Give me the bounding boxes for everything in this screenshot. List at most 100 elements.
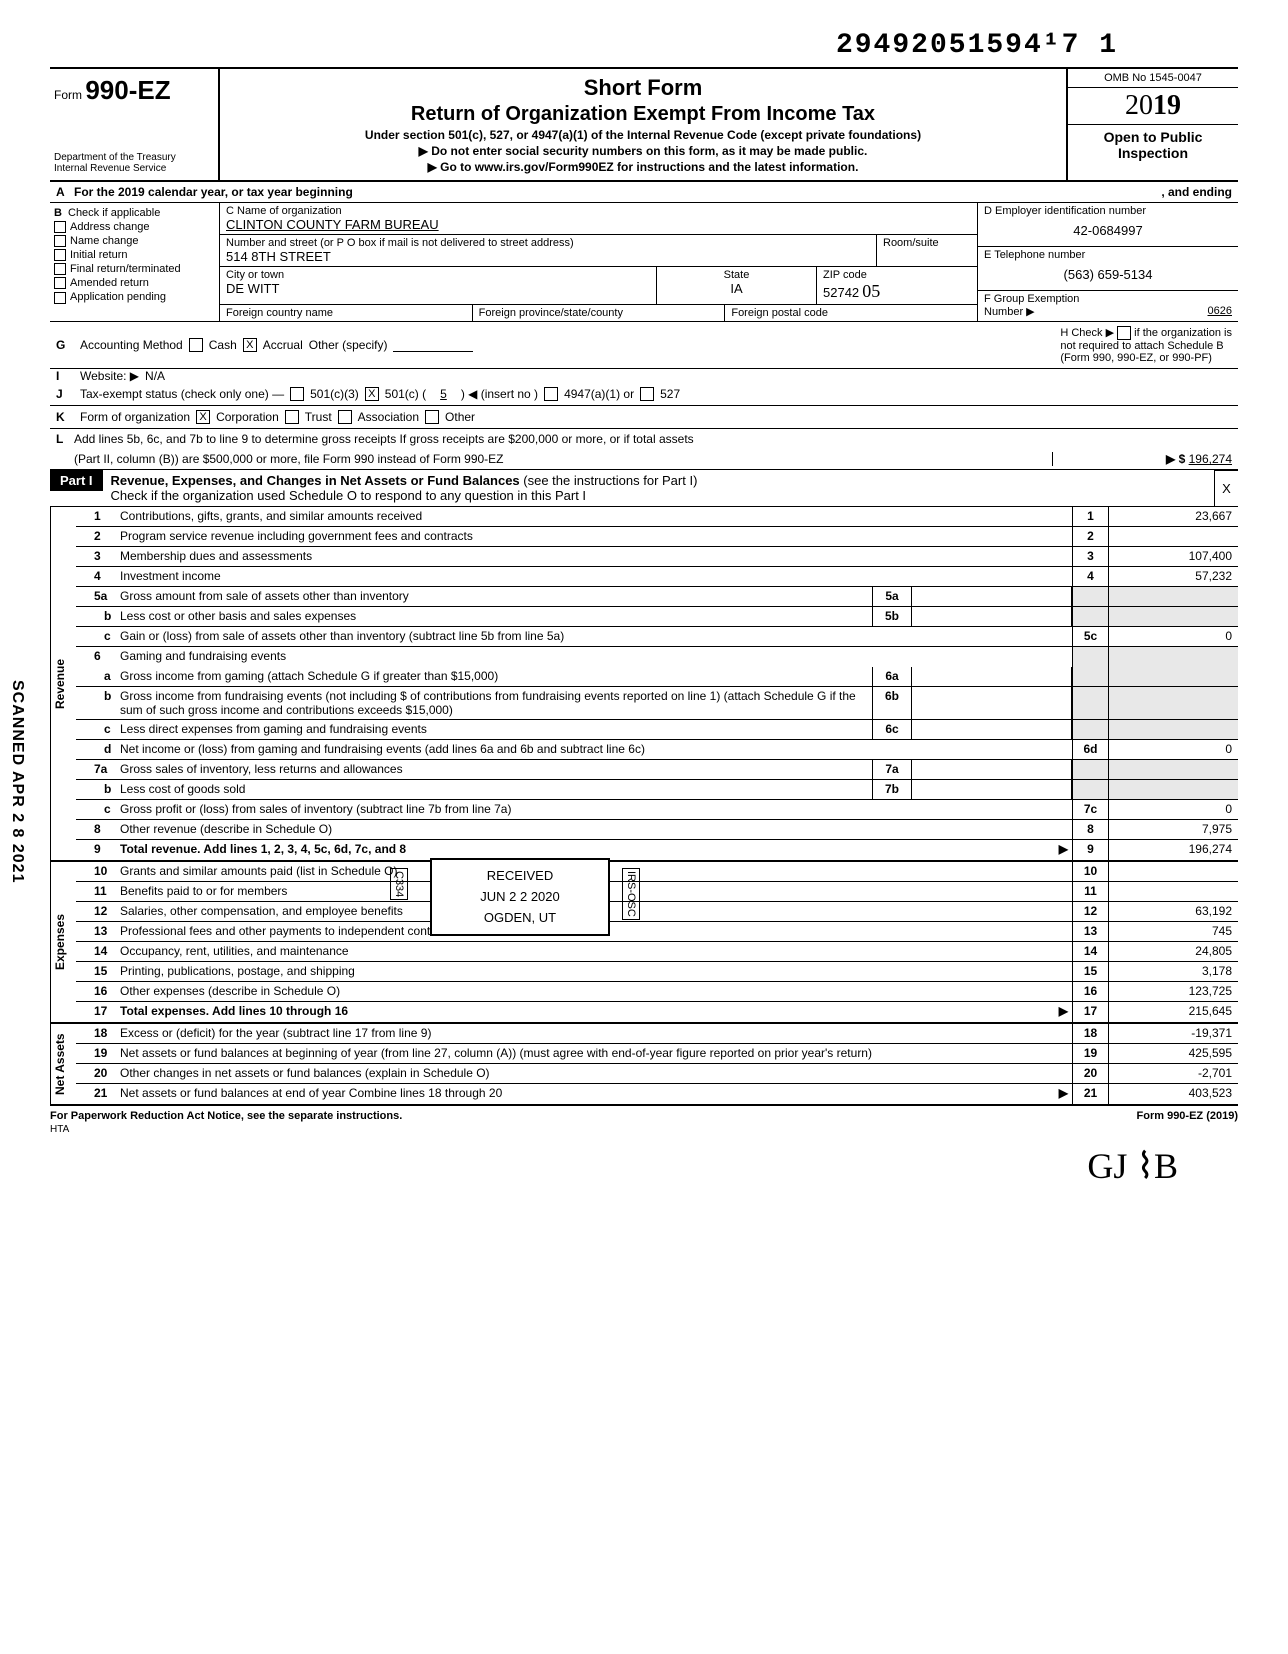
line6d-desc: Net income or (loss) from gaming and fun… — [116, 740, 1072, 759]
line9-val: 196,274 — [1108, 840, 1238, 860]
line5a-desc: Gross amount from sale of assets other t… — [116, 587, 872, 606]
line18-val: -19,371 — [1108, 1024, 1238, 1043]
opt-527: 527 — [660, 387, 680, 401]
chk-accrual[interactable]: X — [243, 338, 257, 352]
row-a-end: , and ending — [1161, 185, 1232, 199]
line2-desc: Program service revenue including govern… — [116, 527, 1072, 546]
line16-desc: Other expenses (describe in Schedule O) — [116, 982, 1072, 1001]
form-header: Form 990-EZ Department of the Treasury I… — [50, 67, 1238, 182]
line1-val: 23,667 — [1108, 507, 1238, 526]
line8-val: 7,975 — [1108, 820, 1238, 839]
d-ein: D Employer identification number 42-0684… — [978, 203, 1238, 247]
footer-paperwork: For Paperwork Reduction Act Notice, see … — [50, 1110, 1137, 1122]
revenue-label: Revenue — [50, 507, 76, 860]
c-street-row: Number and street (or P O box if mail is… — [220, 235, 977, 267]
chk-4947[interactable] — [544, 387, 558, 401]
line14-desc: Occupancy, rent, utilities, and maintena… — [116, 942, 1072, 961]
column-c: C Name of organization CLINTON COUNTY FA… — [220, 203, 978, 321]
line15-desc: Printing, publications, postage, and shi… — [116, 962, 1072, 981]
part1-t2: (see the instructions for Part I) — [520, 473, 698, 488]
chk-name[interactable]: Name change — [54, 235, 215, 247]
chk-cash[interactable] — [189, 338, 203, 352]
line19-val: 425,595 — [1108, 1044, 1238, 1063]
line7b-desc: Less cost of goods sold — [116, 780, 872, 799]
column-def: D Employer identification number 42-0684… — [978, 203, 1238, 321]
line9-desc: Total revenue. Add lines 1, 2, 3, 4, 5c,… — [116, 840, 1072, 860]
zip-hand: 05 — [862, 281, 880, 301]
chk-other-org[interactable] — [425, 410, 439, 424]
received-stamp: RECEIVED JUN 2 2 2020 OGDEN, UT — [430, 858, 610, 936]
form-number: Form 990-EZ — [54, 75, 214, 106]
open-to-public: Open to Public Inspection — [1068, 125, 1238, 165]
chk-h[interactable] — [1117, 326, 1131, 340]
i-label: Website: ▶ — [80, 369, 139, 383]
foreign-postal: Foreign postal code — [725, 305, 977, 321]
netassets-section: Net Assets 18Excess or (deficit) for the… — [50, 1024, 1238, 1106]
opt-501c3: 501(c)(3) — [310, 387, 359, 401]
chk-address[interactable]: Address change — [54, 221, 215, 233]
501c-insert: ) ◀ (insert no ) — [461, 387, 538, 401]
row-l1: LAdd lines 5b, 6c, and 7b to line 9 to d… — [50, 429, 1238, 449]
line7c-desc: Gross profit or (loss) from sales of inv… — [116, 800, 1072, 819]
subtitle-goto: ▶ Go to www.irs.gov/Form990EZ for instru… — [228, 160, 1058, 174]
e-tel: E Telephone number (563) 659-5134 — [978, 247, 1238, 291]
line12-val: 63,192 — [1108, 902, 1238, 921]
part1-t1: Revenue, Expenses, and Changes in Net As… — [111, 473, 520, 488]
part1-checkbox[interactable]: X — [1214, 470, 1238, 506]
chk-final[interactable]: Final return/terminated — [54, 263, 215, 275]
revenue-section: Revenue 1Contributions, gifts, grants, a… — [50, 507, 1238, 862]
other-specify-line[interactable] — [393, 338, 473, 352]
chk-trust[interactable] — [285, 410, 299, 424]
netassets-label: Net Assets — [50, 1024, 76, 1104]
dept2: Internal Revenue Service — [54, 163, 214, 174]
part1-tab: Part I — [50, 470, 103, 491]
footer-form: Form 990-EZ (2019) — [1137, 1110, 1238, 1122]
line6d-val: 0 — [1108, 740, 1238, 759]
line17-desc: Total expenses. Add lines 10 through 16▶ — [116, 1002, 1072, 1022]
dept-treasury: Department of the Treasury Internal Reve… — [54, 152, 214, 174]
chk-assoc[interactable] — [338, 410, 352, 424]
chk-501c3[interactable] — [290, 387, 304, 401]
part1-header: Part I Revenue, Expenses, and Changes in… — [50, 470, 1238, 507]
subtitle-section: Under section 501(c), 527, or 4947(a)(1)… — [228, 128, 1058, 142]
h-note: H Check ▶ if the organization is not req… — [1060, 326, 1232, 364]
h-lbl: H Check ▶ — [1060, 327, 1114, 339]
ein-val: 42-0684997 — [984, 217, 1232, 244]
stamp-received: RECEIVED — [446, 866, 594, 887]
chk-527[interactable] — [640, 387, 654, 401]
stamp-code: C334 — [390, 868, 408, 900]
part1-t3: Check if the organization used Schedule … — [111, 488, 587, 503]
line4-desc: Investment income — [116, 567, 1072, 586]
title-return: Return of Organization Exempt From Incom… — [228, 103, 1058, 126]
line14-val: 24,805 — [1108, 942, 1238, 961]
line20-desc: Other changes in net assets or fund bala… — [116, 1064, 1072, 1083]
k-label: Form of organization — [80, 410, 190, 424]
year-prefix: 20 — [1125, 90, 1153, 121]
chk-501c[interactable]: X — [365, 387, 379, 401]
chk-pending[interactable]: Application pending — [54, 291, 215, 303]
form-990ez: 990-EZ — [85, 75, 170, 105]
handwritten-initials: GJ ⌇B — [50, 1135, 1238, 1187]
line2-val — [1108, 527, 1238, 546]
title-short-form: Short Form — [228, 75, 1058, 101]
section-bcd: BCheck if applicable Address change Name… — [50, 203, 1238, 322]
zip-val: 52742 — [823, 285, 859, 300]
grp-val: 0626 — [1208, 305, 1232, 317]
row-j: J Tax-exempt status (check only one) — 5… — [50, 383, 1238, 406]
c-name: C Name of organization CLINTON COUNTY FA… — [220, 203, 977, 235]
chk-initial[interactable]: Initial return — [54, 249, 215, 261]
line18-desc: Excess or (deficit) for the year (subtra… — [116, 1024, 1072, 1043]
state-lbl: State — [663, 269, 810, 281]
l-arrow: ▶ $ — [1166, 452, 1185, 466]
row-a: A For the 2019 calendar year, or tax yea… — [50, 182, 1238, 203]
label-a: A — [56, 185, 74, 199]
row-l2: (Part II, column (B)) are $500,000 or mo… — [50, 449, 1238, 470]
f-grp: F Group Exemption Number ▶ 0626 — [978, 291, 1238, 320]
row-i: I Website: ▶ N/A — [50, 369, 1238, 383]
chk-corp[interactable]: X — [196, 410, 210, 424]
c-name-lbl: C Name of organization — [226, 205, 971, 217]
tel-val: (563) 659-5134 — [984, 261, 1232, 288]
opt-accrual: Accrual — [263, 338, 303, 352]
chk-amended[interactable]: Amended return — [54, 277, 215, 289]
stamp-irs-osc: IRS-OSC — [622, 868, 640, 920]
